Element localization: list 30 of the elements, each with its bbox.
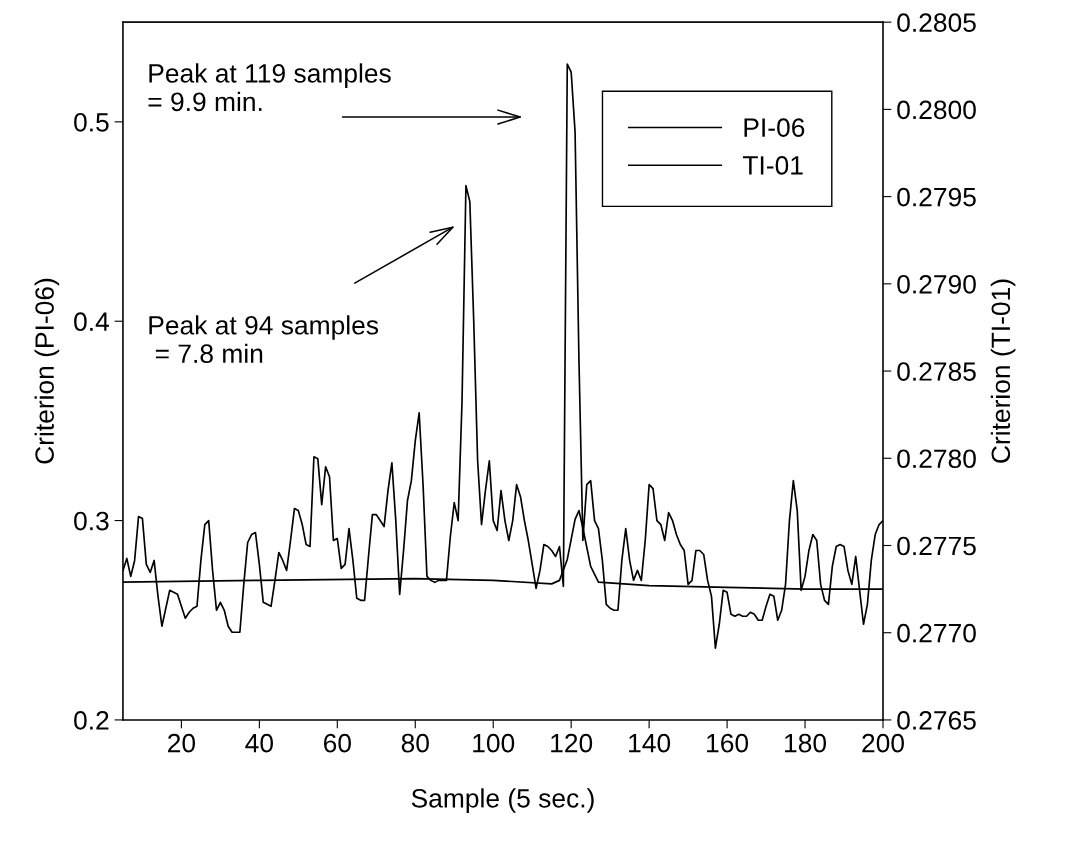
y2-axis-title: Criterion (TI-01) bbox=[990, 279, 1016, 463]
y-tick-label: 0.2 bbox=[74, 711, 109, 730]
y2-tick-label: 0.2795 bbox=[897, 187, 976, 207]
x-tick-label: 60 bbox=[323, 733, 351, 753]
x-axis-title: Sample (5 sec.) bbox=[411, 788, 594, 813]
legend-label: PI-06 bbox=[744, 118, 805, 137]
y2-tick-label: 0.2805 bbox=[897, 13, 976, 32]
x-tick-label: 80 bbox=[401, 733, 429, 753]
y2-tick-label: 0.2785 bbox=[897, 362, 976, 381]
x-tick-label: 200 bbox=[862, 733, 904, 753]
y2-tick-label: 0.2790 bbox=[897, 274, 976, 294]
y2-tick-label: 0.2800 bbox=[897, 100, 976, 120]
y-tick-label: 0.3 bbox=[74, 511, 109, 531]
y2-tick-label: 0.2775 bbox=[897, 536, 976, 556]
annotation: Peak at 119 samples = 9.9 min. bbox=[148, 63, 391, 112]
y-tick-label: 0.5 bbox=[74, 112, 109, 132]
x-tick-label: 140 bbox=[629, 733, 671, 753]
x-tick-label: 40 bbox=[245, 733, 273, 753]
y2-tick-label: 0.2770 bbox=[897, 623, 976, 643]
y-tick-label: 0.4 bbox=[74, 312, 109, 332]
y-axis-title: Criterion (PI-06) bbox=[34, 278, 60, 464]
x-tick-label: 100 bbox=[473, 733, 515, 753]
x-tick-label: 160 bbox=[707, 733, 749, 753]
annotation: Peak at 94 samples = 7.8 min bbox=[149, 315, 379, 364]
y2-tick-label: 0.2780 bbox=[897, 449, 976, 469]
y2-tick-label: 0.2765 bbox=[897, 711, 976, 730]
x-tick-label: 20 bbox=[168, 733, 196, 753]
x-tick-label: 180 bbox=[785, 733, 827, 753]
legend-label: TI-01 bbox=[742, 156, 803, 175]
x-tick-label: 120 bbox=[551, 733, 593, 753]
